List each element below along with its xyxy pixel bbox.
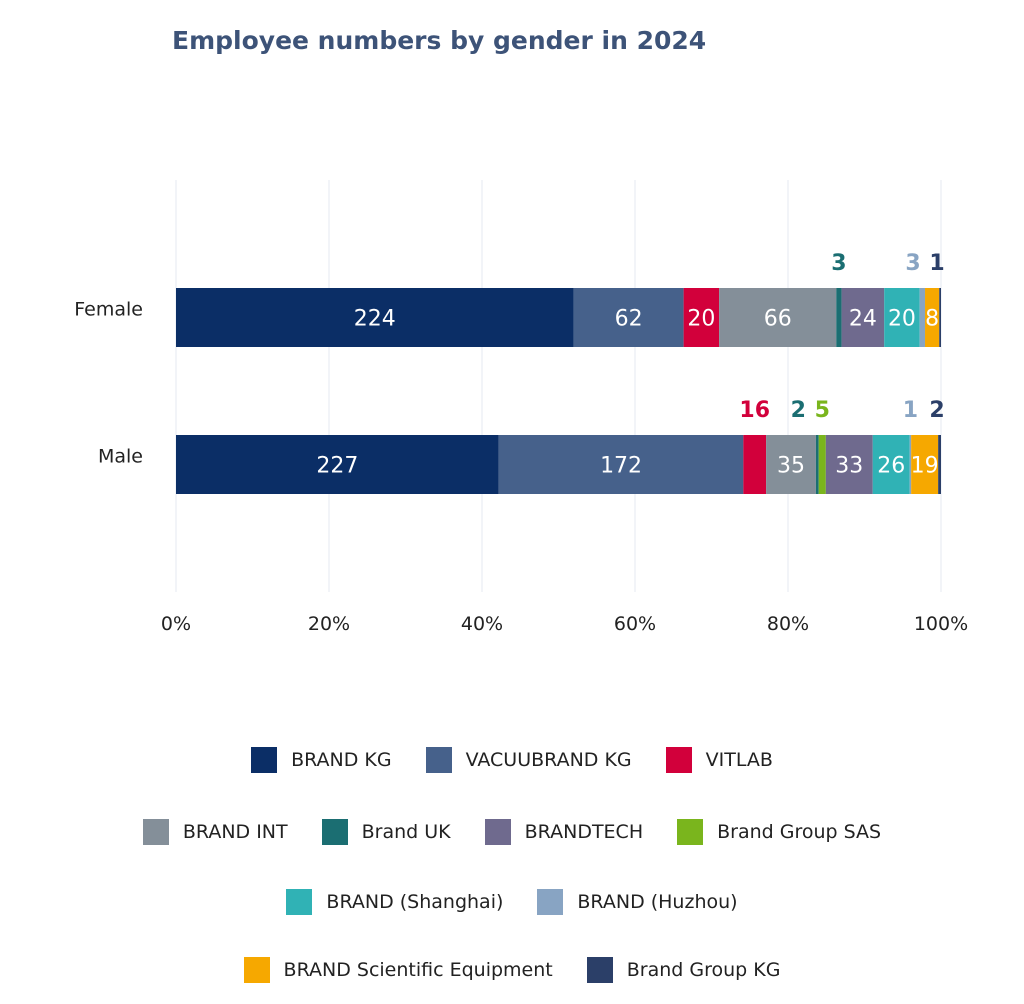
legend-swatch [586,957,613,983]
bar-segment [925,288,940,347]
data-label: 35 [777,454,805,479]
legend-swatch [537,889,564,915]
data-label: 19 [911,454,939,479]
legend-item[interactable]: BRAND KG [251,747,392,773]
x-tick-label: 0% [161,613,191,635]
legend-row: BRAND (Shanghai) BRAND (Huzhou) [0,889,1024,915]
x-tick-label: 60% [614,613,656,635]
legend-label: BRANDTECH [524,821,644,843]
legend-label: Brand UK [361,821,451,843]
legend-label: BRAND (Shanghai) [326,891,504,913]
legend-label: Brand Group SAS [717,821,882,843]
legend-item[interactable]: BRAND INT [142,819,288,845]
data-label: 62 [615,307,643,332]
legend-label: VACUUBRAND KG [465,749,632,771]
data-label: 2 [929,398,944,423]
legend-row: BRAND Scientific Equipment Brand Group KG [0,957,1024,983]
bar-segment [176,288,574,347]
data-label: 3 [905,251,920,276]
bar-segment [683,288,720,347]
data-label: 33 [835,454,863,479]
legend-item[interactable]: BRAND (Huzhou) [537,889,738,915]
legend-item[interactable]: Brand UK [321,819,451,845]
bar-segment [909,435,912,494]
legend-label: BRAND INT [182,821,288,843]
legend-swatch [677,819,704,845]
legend-row: BRAND KG VACUUBRAND KG VITLAB [0,747,1024,773]
legend-item[interactable]: BRANDTECH [484,819,644,845]
category-label: Male [98,446,143,468]
legend-row: BRAND INT Brand UK BRANDTECH Brand Group SA… [0,819,1024,845]
legend-swatch [243,957,270,983]
legend-swatch [484,819,511,845]
bar-segment [766,435,816,494]
legend-swatch [665,747,692,773]
legend-item[interactable]: Brand Group KG [586,957,781,983]
legend-swatch [251,747,278,773]
data-label: 8 [925,307,939,332]
legend-swatch [425,747,452,773]
x-tick-label: 40% [461,613,503,635]
legend-swatch [286,889,313,915]
category-label: Female [74,299,143,321]
bar-segment [841,288,885,347]
bar-segment [573,288,684,347]
data-label: 20 [888,307,916,332]
legend-label: Brand Group KG [626,959,781,981]
bar-segment [919,288,926,347]
bar-segment [498,435,744,494]
bar-segment [884,288,920,347]
bar-segment [836,288,842,347]
legend-item[interactable]: BRAND (Shanghai) [286,889,503,915]
bar-segment [872,435,910,494]
data-label: 227 [316,454,358,479]
legend-item[interactable]: BRAND Scientific Equipment [243,957,553,983]
data-label: 20 [687,307,715,332]
data-label: 1 [929,251,944,276]
chart-title: Employee numbers by gender in 2024 [172,26,707,55]
legend-label: BRAND Scientific Equipment [283,959,553,981]
bar-segment [818,435,826,494]
bar-segment [176,435,499,494]
legend-label: VITLAB [705,749,773,771]
bar-segment [939,288,941,347]
data-label: 24 [849,307,877,332]
data-label: 2 [791,398,806,423]
data-label: 5 [815,398,830,423]
legend-item[interactable]: VACUUBRAND KG [425,747,632,773]
legend-swatch [142,819,169,845]
data-label: 1 [903,398,918,423]
legend-item[interactable]: VITLAB [665,747,773,773]
bar-segment [719,288,837,347]
data-label: 3 [831,251,846,276]
data-label: 26 [877,454,905,479]
data-label: 16 [739,398,770,423]
x-tick-label: 100% [914,613,968,635]
data-label: 66 [764,307,792,332]
chart-plot: 0% 20% 40% 60% 80% 100%Female 224 62 20 66 24 20 83 3… [74,180,968,635]
bar-segment [825,435,873,494]
legend-swatch [321,819,348,845]
bar-segment [815,435,819,494]
legend-label: BRAND KG [291,749,392,771]
data-label: 172 [600,454,642,479]
bar-segment [938,435,941,494]
bar-segment [743,435,767,494]
bar-segment [911,435,939,494]
x-tick-label: 80% [767,613,809,635]
x-tick-label: 20% [308,613,350,635]
data-label: 224 [354,307,396,332]
legend-item[interactable]: Brand Group SAS [677,819,881,845]
legend-label: BRAND (Huzhou) [577,891,738,913]
